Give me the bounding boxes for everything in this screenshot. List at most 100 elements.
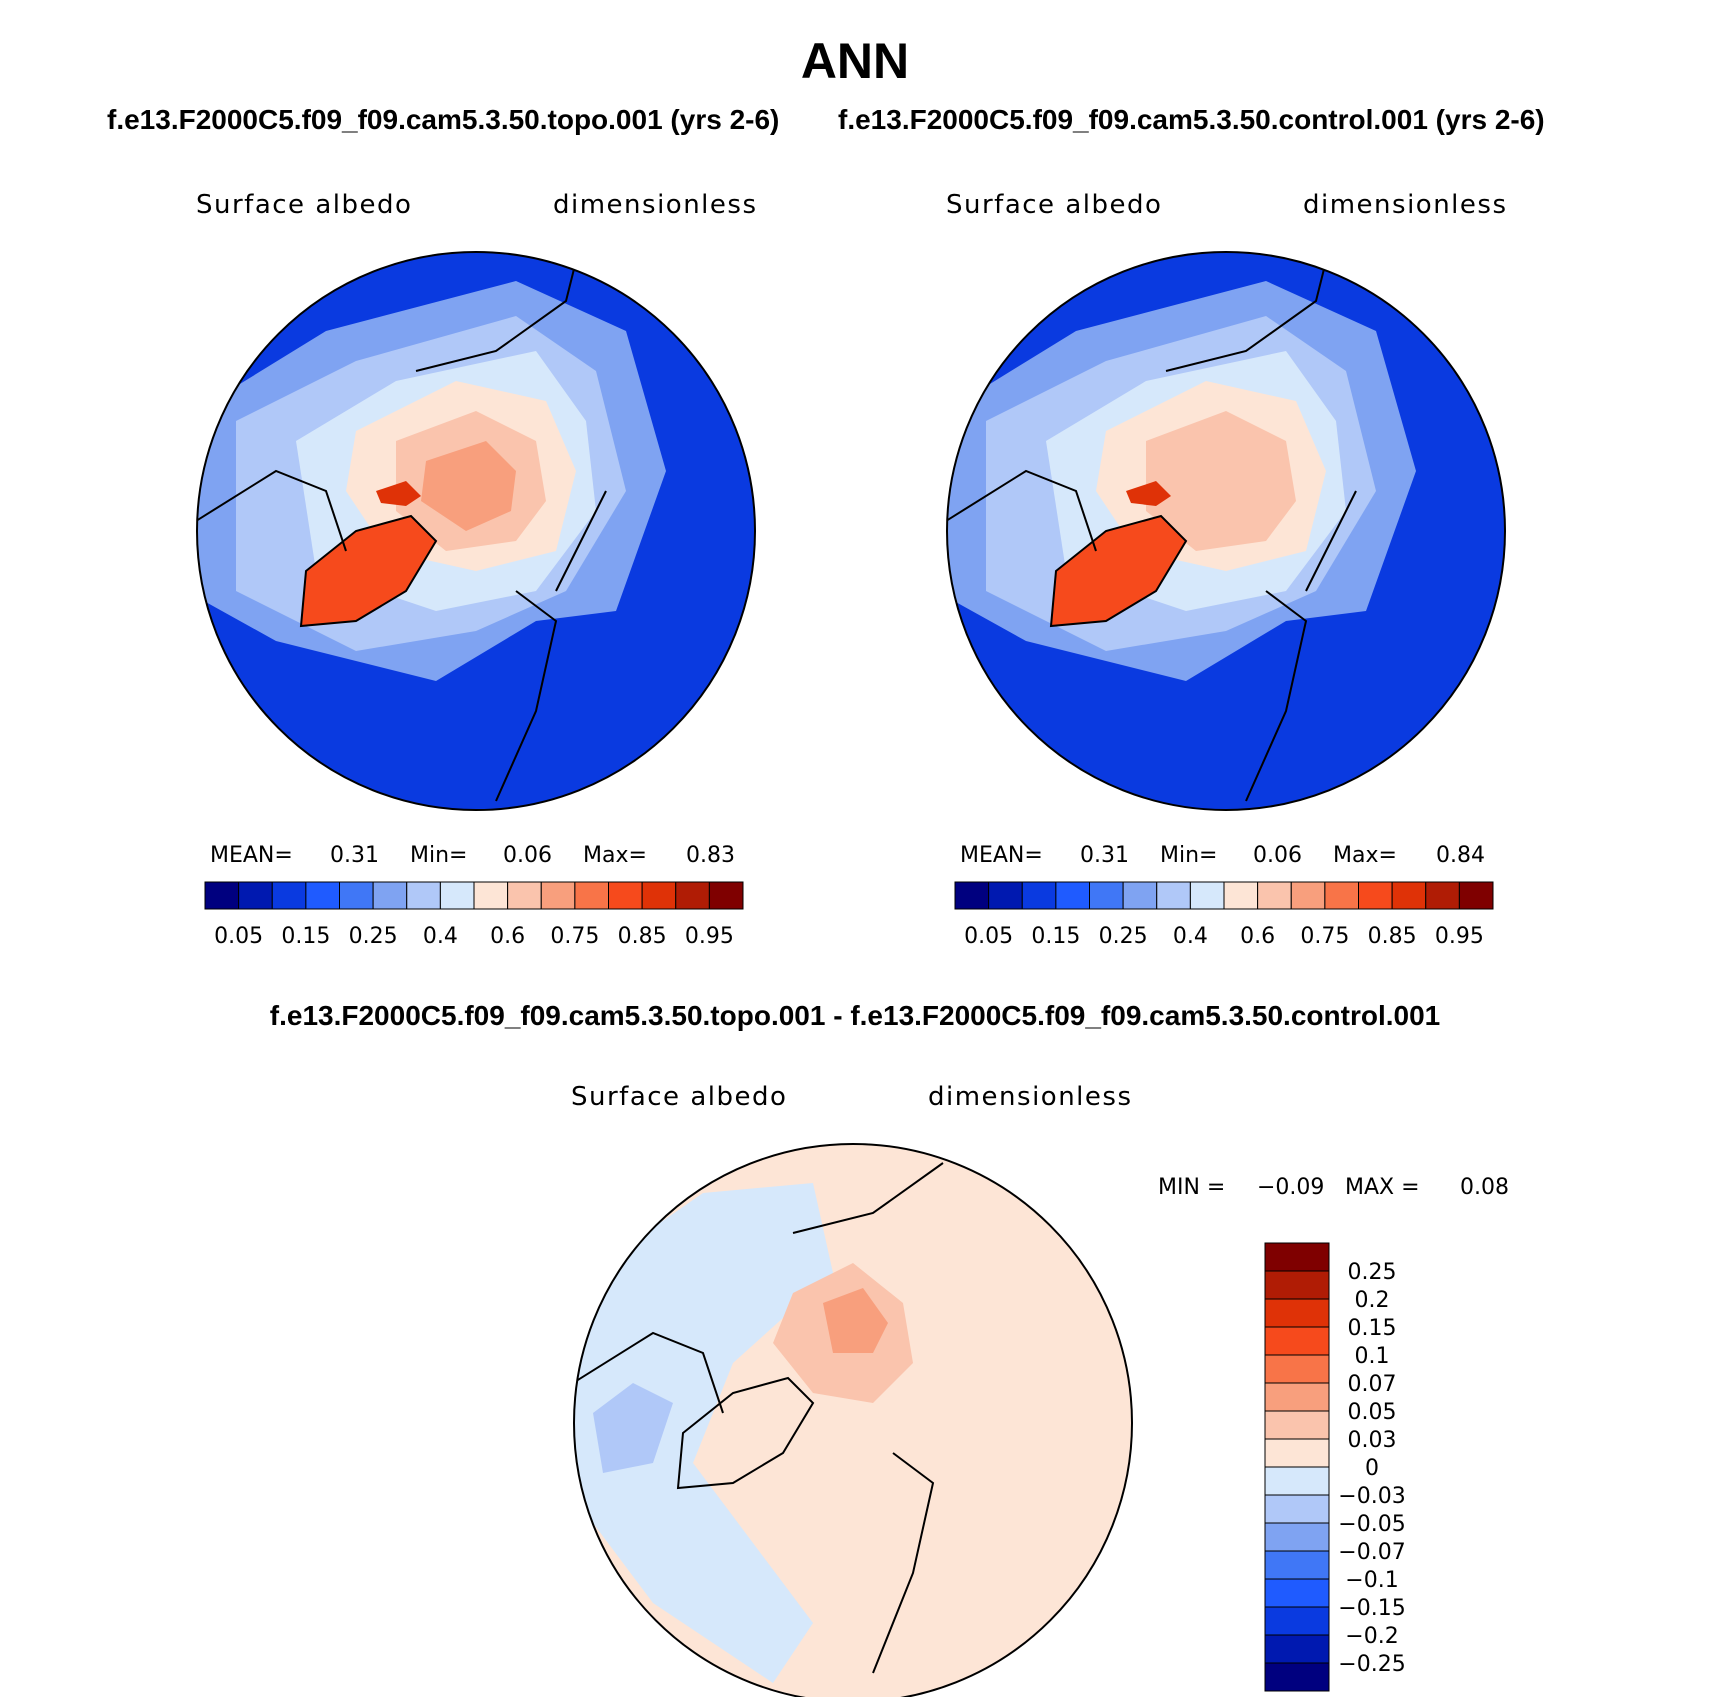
difference-colorbar-tick-label: 0.1: [1355, 1344, 1390, 1369]
difference-colorbar-swatch: [1264, 1326, 1330, 1356]
panel2-colorbar-swatch: [1358, 881, 1393, 910]
panel1-colorbar-tick-label: 0.95: [685, 924, 734, 949]
difference-colorbar-swatch: [1264, 1494, 1330, 1524]
panel2-colorbar-tick-label: 0.05: [964, 924, 1013, 949]
difference-max-value: 0.08: [1460, 1175, 1509, 1200]
difference-colorbar-swatch: [1264, 1438, 1330, 1468]
difference-colorbar-swatch: [1264, 1242, 1330, 1272]
difference-colorbar-tick-label: 0.25: [1348, 1260, 1397, 1285]
panel1-colorbar-tick-label: 0.15: [281, 924, 330, 949]
coastline: [574, 1162, 944, 1674]
panel1-colorbar-swatch: [540, 881, 576, 910]
panel2-colorbar-swatch: [1055, 881, 1090, 910]
panel2-colorbar-tick-label: 0.15: [1031, 924, 1080, 949]
panel1-colorbar-swatch: [305, 881, 340, 910]
panel1-min-label: Min=: [410, 843, 468, 868]
difference-colorbar-swatch: [1264, 1354, 1330, 1384]
panel1-colorbar: 0.05 0.15 0.25 0.4 0.6 0.75 0.85 0.95: [204, 881, 744, 949]
panel2-min-label: Min=: [1160, 843, 1218, 868]
difference-colorbar-swatch: [1264, 1578, 1330, 1608]
panel2-colorbar-tick-label: 0.25: [1099, 924, 1148, 949]
panel1-colorbar-tick-label: 0.75: [550, 924, 599, 949]
sea-ice-core: [421, 441, 516, 531]
panel2-colorbar-swatch: [1223, 881, 1259, 910]
panel2-colorbar-swatch: [1324, 881, 1359, 910]
panel2-map-border: [946, 251, 1506, 811]
panel1-mean-label: MEAN=: [210, 843, 293, 868]
panel2-polar-map: [947, 252, 1505, 810]
panel1-colorbar-swatch: [439, 881, 475, 910]
coastline: [197, 260, 607, 802]
difference-colorbar-tick-label: −0.15: [1338, 1596, 1405, 1621]
panel2-colorbar-tick-label: 0.95: [1435, 924, 1484, 949]
difference-variable-label: Surface albedo: [571, 1082, 788, 1112]
panel2-colorbar-swatch: [988, 881, 1023, 910]
panel2-colorbar-swatch: [1156, 881, 1191, 910]
panel1-colorbar-swatch: [204, 881, 240, 910]
panel1-colorbar-tick-label: 0.6: [490, 924, 525, 949]
panel1-colorbar-swatch: [238, 881, 273, 910]
difference-colorbar-swatch: [1264, 1634, 1330, 1664]
difference-colorbar-swatch: [1264, 1298, 1330, 1328]
panel1-case-title: f.e13.F2000C5.f09_f09.cam5.3.50.topo.001…: [107, 104, 780, 135]
panel1-colorbar-swatch: [574, 881, 609, 910]
difference-colorbar-swatch: [1264, 1662, 1330, 1692]
panel1-colorbar-swatch: [507, 881, 542, 910]
panel2-min-value: 0.06: [1253, 843, 1302, 868]
greenland: [1051, 516, 1186, 626]
panel2-colorbar-tick-label: 0.75: [1300, 924, 1349, 949]
panel1-map-border: [196, 251, 756, 811]
panel1-colorbar-swatch: [675, 881, 710, 910]
panel2-colorbar-tick-label: 0.6: [1240, 924, 1275, 949]
panel1-colorbar-swatch: [473, 881, 509, 910]
difference-colorbar-tick-label: 0.05: [1348, 1400, 1397, 1425]
panel1-colorbar-tick-label: 0.05: [214, 924, 263, 949]
greenland: [301, 516, 436, 626]
negative-region-strong: [593, 1383, 673, 1473]
coastline: [947, 260, 1357, 802]
panel2-max-value: 0.84: [1436, 843, 1485, 868]
panel2-colorbar-swatch: [1122, 881, 1158, 910]
panel2-case-title: f.e13.F2000C5.f09_f09.cam5.3.50.control.…: [838, 104, 1545, 135]
difference-min-label: MIN =: [1158, 1175, 1226, 1200]
panel2-variable-label: Surface albedo: [946, 190, 1163, 220]
panel1-colorbar-swatch: [406, 881, 441, 910]
panel2-colorbar-swatch: [1458, 881, 1494, 910]
difference-colorbar-tick-label: 0.03: [1348, 1428, 1397, 1453]
panel2-colorbar: 0.05 0.15 0.25 0.4 0.6 0.75 0.85 0.95: [954, 881, 1494, 949]
difference-colorbar-tick-label: −0.2: [1345, 1624, 1398, 1649]
difference-colorbar-swatch: [1264, 1270, 1330, 1300]
difference-colorbar-tick-label: 0.15: [1348, 1316, 1397, 1341]
difference-colorbar-swatch: [1264, 1466, 1330, 1496]
panel1-variable-label: Surface albedo: [196, 190, 413, 220]
difference-colorbar-tick-label: 0: [1365, 1456, 1379, 1481]
main-title: ANN: [800, 33, 910, 89]
negative-region: [574, 1183, 833, 1683]
panel2-max-label: Max=: [1333, 843, 1397, 868]
panel1-colorbar-tick-label: 0.4: [423, 924, 458, 949]
difference-colorbar-tick-label: −0.25: [1338, 1652, 1405, 1677]
difference-min-value: −0.09: [1257, 1175, 1325, 1200]
difference-title: f.e13.F2000C5.f09_f09.cam5.3.50.topo.001…: [269, 1000, 1441, 1031]
difference-polar-map: [574, 1144, 1132, 1697]
panel1-max-value: 0.83: [686, 843, 735, 868]
difference-colorbar-tick-label: −0.1: [1345, 1568, 1398, 1593]
difference-colorbar-swatch: [1264, 1382, 1330, 1412]
panel1-colorbar-swatch: [339, 881, 374, 910]
panel1-colorbar-swatch: [708, 881, 744, 910]
sea-ice-inner: [1146, 411, 1296, 551]
panel2-colorbar-swatch: [1257, 881, 1292, 910]
panel1-colorbar-swatch: [608, 881, 643, 910]
difference-max-label: MAX =: [1345, 1175, 1420, 1200]
difference-colorbar-swatch: [1264, 1410, 1330, 1440]
difference-units-label: dimensionless: [928, 1082, 1133, 1112]
panel1-min-value: 0.06: [503, 843, 552, 868]
panel1-units-label: dimensionless: [553, 190, 758, 220]
panel1-colorbar-swatch: [641, 881, 677, 910]
panel1-colorbar-tick-label: 0.85: [618, 924, 667, 949]
difference-colorbar: 0.25 0.2 0.15 0.1 0.07 0.05 0.03 0 −0.03 −0.05 −0.…: [1264, 1242, 1406, 1692]
panel1-colorbar-swatch: [372, 881, 408, 910]
difference-colorbar-tick-label: −0.07: [1338, 1540, 1405, 1565]
panel1-colorbar-tick-label: 0.25: [349, 924, 398, 949]
